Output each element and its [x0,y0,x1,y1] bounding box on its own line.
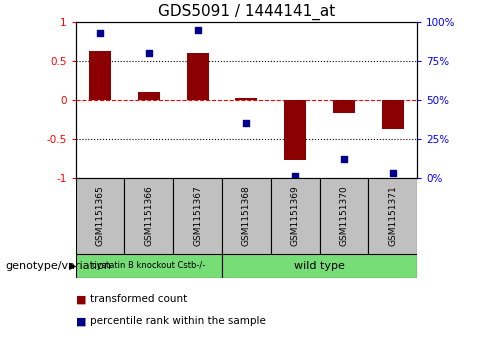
Text: percentile rank within the sample: percentile rank within the sample [90,316,266,326]
Bar [222,178,271,254]
Text: GSM1151370: GSM1151370 [340,185,348,246]
Text: ▶: ▶ [68,261,76,271]
Bar [76,254,222,278]
Text: ■: ■ [76,316,86,326]
Bar [187,53,209,100]
Text: ■: ■ [76,294,86,305]
Bar [124,178,173,254]
Bar [138,92,160,100]
Text: GSM1151368: GSM1151368 [242,185,251,246]
Point [96,30,104,36]
Bar [236,98,258,100]
Point [145,50,153,56]
Text: cystatin B knockout Cstb-/-: cystatin B knockout Cstb-/- [92,261,205,270]
Point [389,170,397,176]
Text: transformed count: transformed count [90,294,187,305]
Text: genotype/variation: genotype/variation [5,261,111,271]
Text: GSM1151365: GSM1151365 [96,185,104,246]
Text: GSM1151369: GSM1151369 [291,185,300,246]
Bar [271,178,320,254]
Point [291,174,299,179]
Bar [173,178,222,254]
Point [194,27,202,33]
Text: GSM1151371: GSM1151371 [388,185,397,246]
Bar [76,178,124,254]
Bar [382,100,404,129]
Point [243,121,250,126]
Text: GSM1151367: GSM1151367 [193,185,202,246]
Text: GSM1151366: GSM1151366 [144,185,153,246]
Bar [89,51,111,100]
Text: wild type: wild type [294,261,345,271]
Bar [320,178,368,254]
Bar [285,100,306,160]
Point [340,156,348,162]
Bar [368,178,417,254]
Title: GDS5091 / 1444141_at: GDS5091 / 1444141_at [158,4,335,20]
Bar [222,254,417,278]
Bar [333,100,355,113]
